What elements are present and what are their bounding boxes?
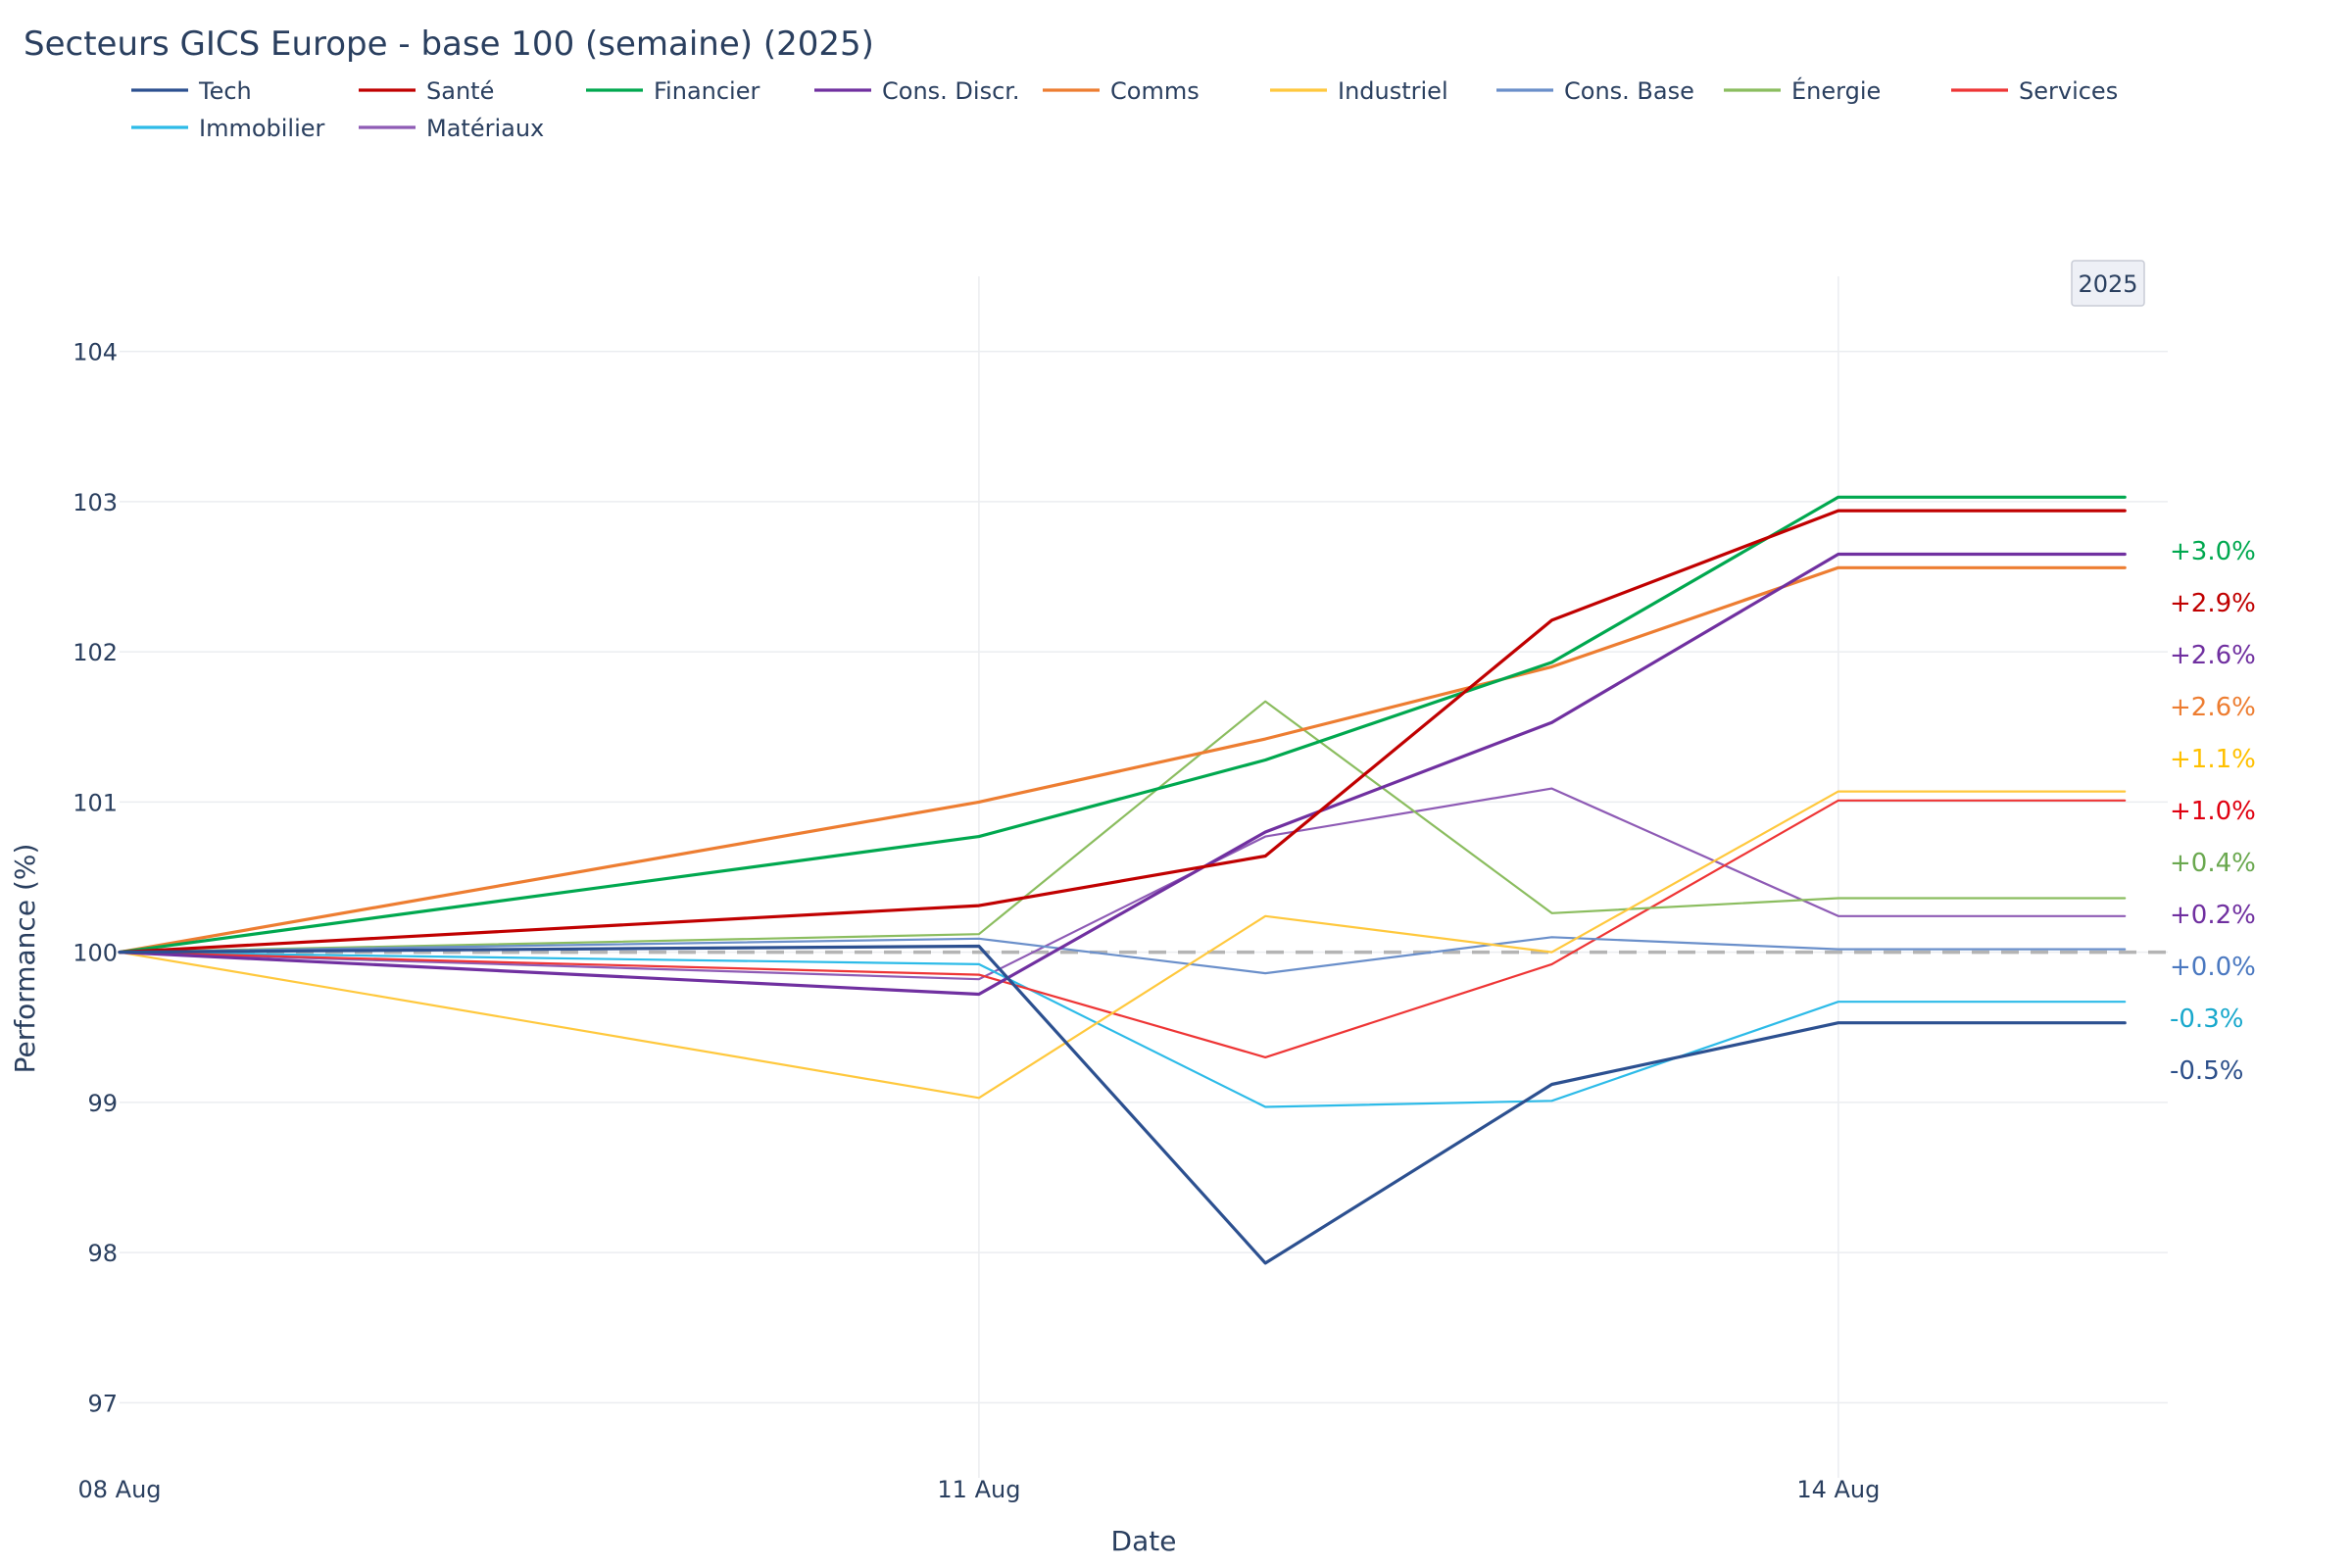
grid bbox=[120, 276, 2168, 1478]
end-value-label: +3.0% bbox=[2170, 537, 2256, 566]
series-line-cons-base bbox=[118, 936, 2127, 975]
x-tick-label: 14 Aug bbox=[1796, 1476, 1880, 1503]
series-line-immobilier bbox=[118, 951, 2127, 1108]
legend-item-cons-base[interactable]: Cons. Base bbox=[1496, 77, 1694, 105]
legend-item-cons-discr[interactable]: Cons. Discr. bbox=[814, 77, 1020, 105]
x-axis-title: Date bbox=[1111, 1525, 1177, 1557]
end-value-label: -0.5% bbox=[2170, 1056, 2243, 1086]
series-line-sante bbox=[118, 509, 2127, 955]
series-line-energie bbox=[118, 700, 2127, 954]
series-line-materiaux bbox=[118, 787, 2127, 981]
legend-label: Tech bbox=[198, 77, 252, 105]
y-axis-ticks: 97 98 99 100 101 102 103 104 bbox=[73, 339, 118, 1418]
legend-item-industriel[interactable]: Industriel bbox=[1270, 77, 1448, 105]
series-line-comms bbox=[118, 565, 2127, 955]
y-tick-label: 98 bbox=[87, 1240, 118, 1267]
y-tick-label: 102 bbox=[73, 639, 118, 666]
legend-label: Industriel bbox=[1338, 77, 1448, 105]
series-line-financier bbox=[118, 495, 2127, 955]
legend-item-comms[interactable]: Comms bbox=[1043, 77, 1200, 105]
end-value-label: +1.0% bbox=[2170, 797, 2256, 826]
legend-label: Services bbox=[2019, 77, 2118, 105]
end-value-label: +0.2% bbox=[2170, 901, 2256, 930]
y-tick-label: 103 bbox=[73, 489, 118, 516]
legend-label: Financier bbox=[654, 77, 760, 105]
y-tick-label: 97 bbox=[87, 1390, 118, 1417]
legend-label: Matériaux bbox=[426, 115, 544, 142]
legend-item-energie[interactable]: Énergie bbox=[1724, 76, 1881, 105]
end-value-label: +2.6% bbox=[2170, 641, 2256, 670]
end-value-label: +1.1% bbox=[2170, 745, 2256, 774]
series-line-services bbox=[118, 799, 2127, 1059]
legend-item-immobilier[interactable]: Immobilier bbox=[131, 115, 325, 142]
end-value-label: +2.9% bbox=[2170, 589, 2256, 618]
legend-label: Immobilier bbox=[199, 115, 325, 142]
end-value-label: +0.0% bbox=[2170, 953, 2256, 982]
y-tick-label: 99 bbox=[87, 1090, 118, 1117]
y-axis-title: Performance (%) bbox=[9, 844, 41, 1074]
legend-item-services[interactable]: Services bbox=[1951, 77, 2118, 105]
legend-label: Santé bbox=[426, 77, 494, 105]
x-tick-label: 08 Aug bbox=[77, 1476, 161, 1503]
y-tick-label: 104 bbox=[73, 339, 118, 367]
legend-item-materiaux[interactable]: Matériaux bbox=[359, 115, 544, 142]
end-value-label: -0.3% bbox=[2170, 1004, 2243, 1034]
legend: Tech Santé Financier Cons. Discr. Comms Indus… bbox=[131, 76, 2118, 142]
end-value-label: +0.4% bbox=[2170, 849, 2256, 878]
x-tick-label: 11 Aug bbox=[937, 1476, 1020, 1503]
end-value-label: +2.6% bbox=[2170, 693, 2256, 722]
y-tick-label: 100 bbox=[73, 940, 118, 967]
year-badge-group: 2025 bbox=[2071, 260, 2145, 307]
year-badge: 2025 bbox=[2078, 270, 2137, 298]
legend-item-financier[interactable]: Financier bbox=[586, 77, 760, 105]
series-line-industriel bbox=[118, 790, 2127, 1100]
legend-item-sante[interactable]: Santé bbox=[359, 77, 494, 105]
year-badge-box bbox=[2071, 260, 2145, 307]
legend-label: Comms bbox=[1110, 77, 1200, 105]
series-layer bbox=[118, 495, 2127, 1265]
legend-label: Cons. Base bbox=[1564, 77, 1694, 105]
series-line-cons-discr bbox=[118, 552, 2127, 997]
series-line-tech bbox=[118, 944, 2127, 1265]
x-axis-ticks: 08 Aug 11 Aug 14 Aug bbox=[77, 1476, 1880, 1503]
legend-label: Cons. Discr. bbox=[882, 77, 1020, 105]
chart-title: Secteurs GICS Europe - base 100 (semaine… bbox=[24, 24, 874, 64]
legend-item-tech[interactable]: Tech bbox=[131, 77, 252, 105]
y-tick-label: 101 bbox=[73, 789, 118, 816]
end-labels: +3.0% +2.9% +2.6% +2.6% +1.1% +1.0% +0.4% +0.2%… bbox=[2170, 537, 2256, 1086]
legend-label: Énergie bbox=[1791, 76, 1881, 105]
